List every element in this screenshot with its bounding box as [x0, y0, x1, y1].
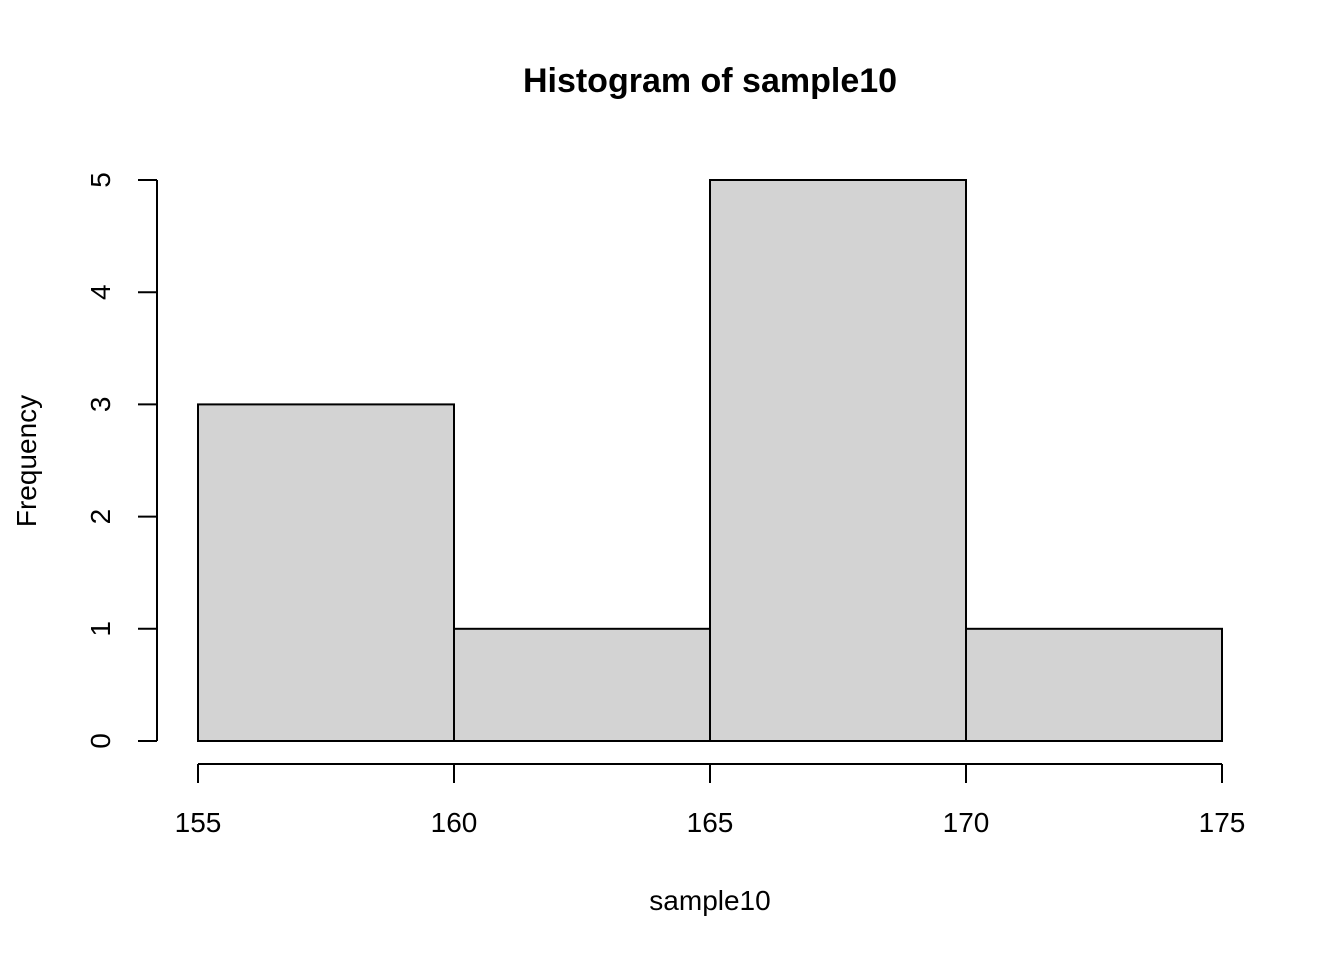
- y-tick-label-2: 2: [85, 509, 116, 525]
- y-tick-label-1: 1: [85, 621, 116, 637]
- y-axis-label: Frequency: [11, 395, 42, 527]
- x-tick-label-2: 165: [687, 807, 734, 838]
- y-tick-label-0: 0: [85, 733, 116, 749]
- chart-title: Histogram of sample10: [523, 62, 897, 100]
- x-tick-label-1: 160: [431, 807, 478, 838]
- histogram-bar-0: [197, 403, 455, 742]
- x-axis-label: sample10: [649, 885, 770, 916]
- y-tick-label-3: 3: [85, 397, 116, 413]
- y-tick-label-5: 5: [85, 172, 116, 188]
- histogram-bar-2: [709, 179, 967, 742]
- x-tick-label-4: 175: [1199, 807, 1246, 838]
- histogram-bar-1: [453, 627, 711, 742]
- y-axis: 0 1 2 3 4 5: [85, 172, 158, 749]
- x-tick-label-0: 155: [175, 807, 222, 838]
- histogram-bar-3: [965, 627, 1223, 742]
- y-tick-label-4: 4: [85, 284, 116, 300]
- x-tick-label-3: 170: [943, 807, 990, 838]
- x-axis: 155 160 165 170 175: [175, 763, 1246, 838]
- bars-group: [197, 179, 1223, 742]
